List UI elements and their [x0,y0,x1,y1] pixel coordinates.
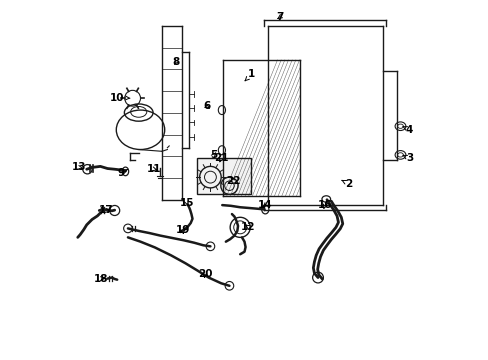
Text: 11: 11 [146,164,161,174]
Text: 17: 17 [99,206,114,216]
Text: 16: 16 [317,200,332,210]
Text: 15: 15 [180,198,194,208]
Text: 6: 6 [203,102,210,112]
Text: 14: 14 [258,200,272,210]
Text: 2: 2 [341,179,351,189]
Text: 20: 20 [198,269,212,279]
Text: 8: 8 [172,57,180,67]
Text: 3: 3 [402,153,412,163]
Text: 13: 13 [71,162,86,172]
Text: 18: 18 [94,274,108,284]
Text: 19: 19 [175,225,190,235]
Text: 22: 22 [225,176,240,186]
Bar [197,158,250,194]
Text: 5: 5 [210,150,217,160]
Text: 10: 10 [110,93,130,103]
Text: 12: 12 [241,222,255,231]
Text: 9: 9 [117,168,127,178]
Text: 1: 1 [244,69,255,81]
Text: 4: 4 [402,125,412,135]
Text: 21: 21 [214,153,228,163]
Text: 7: 7 [276,12,284,22]
